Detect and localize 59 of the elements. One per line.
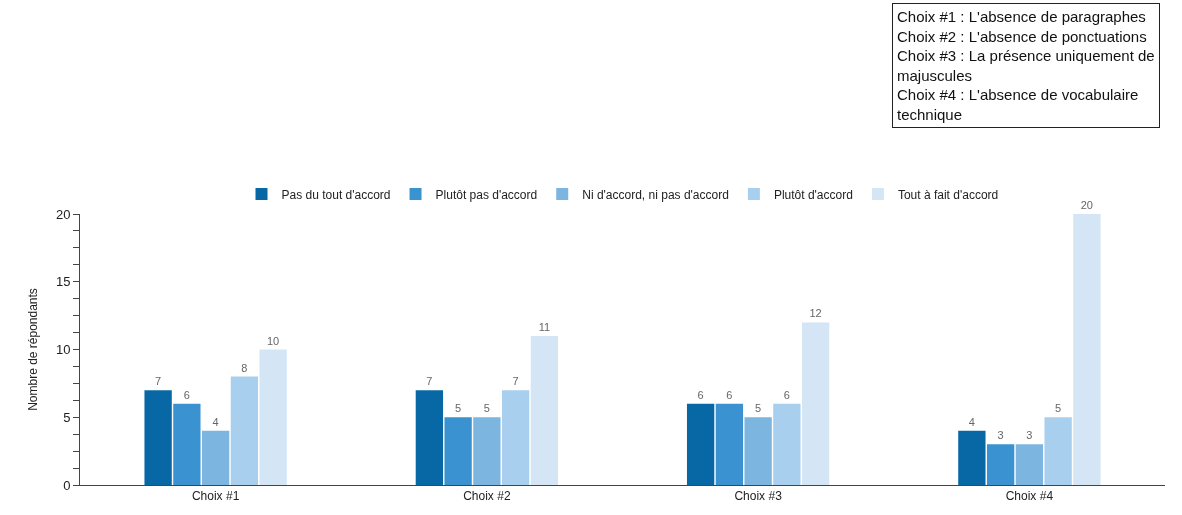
y-tick-label: 5 [63, 409, 71, 425]
data-label: 12 [809, 307, 822, 320]
data-label: 5 [1055, 402, 1062, 415]
bar [444, 417, 472, 485]
y-tick-label: 20 [55, 206, 71, 222]
bar [744, 417, 772, 485]
data-label: 6 [183, 388, 190, 401]
legend-label: Tout à fait d'accord [897, 187, 999, 202]
data-label: 8 [241, 361, 248, 374]
data-label: 11 [538, 320, 551, 333]
data-label: 3 [997, 429, 1004, 442]
legend-label: Pas du tout d'accord [281, 187, 391, 202]
bar [173, 403, 201, 485]
bar [1044, 417, 1072, 485]
y-tick-label: 0 [63, 477, 71, 493]
bar [201, 430, 230, 485]
bar [773, 403, 801, 485]
data-label: 7 [155, 375, 162, 388]
data-label: 5 [483, 402, 490, 415]
data-label: 4 [968, 415, 975, 428]
legend-label: Plutôt d'accord [773, 187, 853, 202]
bar [958, 430, 986, 485]
data-label: 7 [512, 375, 519, 388]
bar [501, 390, 530, 485]
bar [259, 349, 287, 485]
bar [715, 403, 744, 485]
bar [415, 390, 444, 485]
data-label: 7 [426, 375, 433, 388]
bar [1015, 444, 1044, 485]
x-tick-label: Choix #1 [191, 489, 240, 504]
text: Choix #4 : L'absence de vocabulaire technique [897, 86, 1139, 123]
data-label: 20 [1080, 199, 1094, 211]
bar [530, 335, 559, 485]
data-label: 5 [455, 402, 462, 415]
text: Choix #2 : L'absence de ponctuations [897, 27, 1147, 45]
bar [144, 390, 172, 485]
text: Choix #3 : La présence uniquement de majuscules [897, 47, 1155, 84]
bar [801, 322, 830, 485]
y-tick-label: 10 [55, 342, 71, 358]
bar [230, 376, 259, 485]
data-label: 10 [267, 334, 280, 347]
bar [986, 444, 1015, 485]
data-label: 4 [212, 415, 219, 428]
x-tick-label: Choix #4 [1005, 489, 1054, 504]
data-label: 3 [1026, 429, 1033, 442]
x-tick-label: Choix #2 [463, 489, 511, 504]
y-axis-title: Nombre de répondants [26, 288, 41, 411]
data-label: 6 [783, 388, 790, 401]
text: Choix #1 : L'absence de paragraphes [897, 8, 1146, 25]
y-tick-label: 15 [55, 274, 71, 290]
bar [473, 417, 501, 485]
data-label: 5 [755, 402, 762, 415]
bar [686, 403, 715, 485]
bar [1073, 214, 1101, 485]
data-label: 6 [726, 388, 733, 401]
legend-label: Plutôt pas d'accord [435, 187, 538, 202]
data-label: 6 [697, 388, 704, 401]
x-tick-label: Choix #3 [734, 489, 783, 504]
legend-label: Ni d'accord, ni pas d'accord [582, 187, 729, 202]
